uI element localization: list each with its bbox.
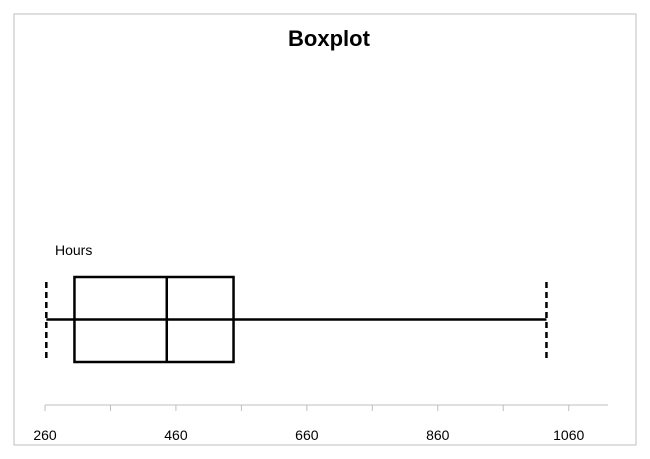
chart-frame [13,13,637,446]
chart-title: Boxplot [288,26,371,51]
box-iqr [73,275,235,364]
x-tick-label: 460 [164,427,188,443]
x-tick-label: 660 [295,427,319,443]
x-tick-label: 860 [426,427,450,443]
x-axis-ticks: 260 460 660 860 1060 [33,405,585,443]
x-tick-label: 1060 [553,427,584,443]
series-label: Hours [55,242,92,258]
x-tick-label: 260 [33,427,57,443]
box-group [45,275,548,364]
